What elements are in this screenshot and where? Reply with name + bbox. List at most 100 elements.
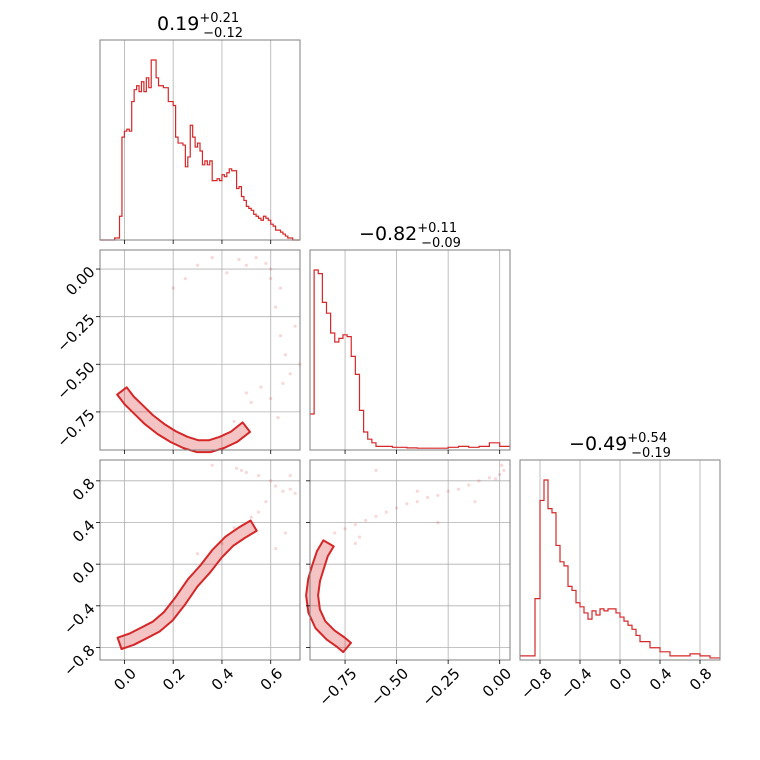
histogram-line <box>310 269 510 449</box>
panel-3-2-scatter: −0.75 −0.50 −0.25 0.00 <box>305 459 515 710</box>
scatter-point <box>281 489 285 493</box>
axes-frame <box>309 459 511 661</box>
histogram-line <box>520 479 720 659</box>
title-main: 0.19 <box>157 13 199 35</box>
ticks: −0.75 −0.50 −0.25 0.00 <box>306 480 515 710</box>
panel-2-2-histogram: −0.82+0.11 −0.09 <box>309 221 511 454</box>
x-tick-label: 0.6 <box>257 664 287 694</box>
grid <box>100 460 300 660</box>
scatter-point <box>288 372 292 376</box>
scatter-point <box>353 522 357 527</box>
scatter-point <box>237 257 241 262</box>
scatter-point <box>364 518 368 523</box>
title-upper: +0.11 <box>417 221 457 236</box>
x-ticks: −0.8 −0.4 0.0 0.4 0.8 <box>517 660 716 703</box>
scatter-point <box>278 286 283 290</box>
scatter-point <box>487 476 491 480</box>
density-contour <box>116 386 251 454</box>
scatter-point <box>249 515 253 519</box>
scatter-point <box>374 468 378 473</box>
scatter-point <box>264 500 268 504</box>
scatter-point <box>493 477 498 481</box>
panel-3-1-scatter: 0.0 0.2 0.4 0.6 0.8 0.4 0.0 −0.4−0.8 <box>60 459 301 694</box>
scatter-point <box>244 470 248 475</box>
scatter-point <box>274 484 278 488</box>
scatter-point <box>210 256 214 260</box>
x-ticks <box>123 240 272 244</box>
density-contour <box>116 519 258 650</box>
title-upper: +0.21 <box>199 11 239 26</box>
grid <box>310 460 510 660</box>
x-tick-label: −0.50 <box>367 664 412 709</box>
scatter-point <box>283 531 287 535</box>
scatter-point <box>276 416 280 420</box>
scatter-point <box>195 263 200 267</box>
axes-frame <box>99 39 301 241</box>
scatter-points <box>195 463 297 556</box>
scatter-point <box>456 487 461 491</box>
x-tick-label: 0.4 <box>646 664 676 694</box>
axes-frame <box>99 459 301 661</box>
x-tick-label: −0.4 <box>557 664 595 702</box>
scatter-point <box>436 520 440 525</box>
scatter-point <box>498 472 502 477</box>
scatter-point <box>293 491 297 495</box>
scatter-point <box>269 267 273 271</box>
scatter-point <box>259 385 263 389</box>
x-tick-label: 0.2 <box>159 664 189 694</box>
scatter-point <box>384 510 388 514</box>
scatter-point <box>274 546 278 551</box>
scatter-point <box>171 286 175 290</box>
y-tick-label: −0.8 <box>60 641 98 679</box>
scatter-point <box>394 506 399 510</box>
scatter-point <box>281 381 285 385</box>
y-tick-label: 0.8 <box>69 475 99 505</box>
scatter-point <box>195 552 200 556</box>
scatter-points <box>333 463 506 545</box>
panel-2-1-scatter: 0.00 −0.25−0.50−0.75 <box>53 249 302 454</box>
panel-title: 0.19+0.21 −0.12 <box>157 11 243 41</box>
scatter-point <box>278 334 283 338</box>
y-tick-label: 0.00 <box>62 263 98 299</box>
x-tick-label: −0.25 <box>418 664 463 709</box>
scatter-point <box>269 276 273 281</box>
scatter-point <box>244 263 248 267</box>
scatter-point <box>446 489 450 493</box>
x-tick-label: 0.0 <box>110 664 140 694</box>
scatter-point <box>477 479 481 483</box>
axes-frame <box>309 249 511 451</box>
y-tick-label: 0.4 <box>69 516 99 546</box>
x-tick-label: −0.75 <box>315 664 360 709</box>
density-contour <box>305 539 352 654</box>
scatter-point <box>239 468 244 473</box>
y-tick-label: −0.4 <box>60 600 98 638</box>
scatter-point <box>283 353 287 357</box>
y-tick-label: −0.25 <box>53 310 98 355</box>
scatter-point <box>256 474 261 478</box>
scatter-point <box>293 324 297 328</box>
scatter-point <box>225 271 229 275</box>
scatter-point <box>234 466 239 470</box>
scatter-point <box>473 500 477 504</box>
scatter-point <box>269 396 273 401</box>
scatter-point <box>333 531 337 535</box>
title-lower: −0.19 <box>631 446 671 461</box>
scatter-point <box>502 468 506 473</box>
scatter-point <box>210 463 214 467</box>
scatter-point <box>256 510 261 514</box>
scatter-point <box>415 500 419 504</box>
scatter-point <box>249 400 253 404</box>
scatter-point <box>467 483 471 487</box>
scatter-point <box>254 256 258 260</box>
scatter-point <box>415 489 419 493</box>
y-tick-label: −0.75 <box>53 406 98 451</box>
grid <box>344 250 501 450</box>
title-main: −0.82 <box>359 223 417 245</box>
scatter-point <box>357 535 362 539</box>
scatter-point <box>405 502 409 506</box>
x-tick-label: 0.8 <box>686 664 716 694</box>
scatter-point <box>274 305 278 309</box>
scatter-point <box>288 474 292 478</box>
density-band <box>117 520 257 649</box>
